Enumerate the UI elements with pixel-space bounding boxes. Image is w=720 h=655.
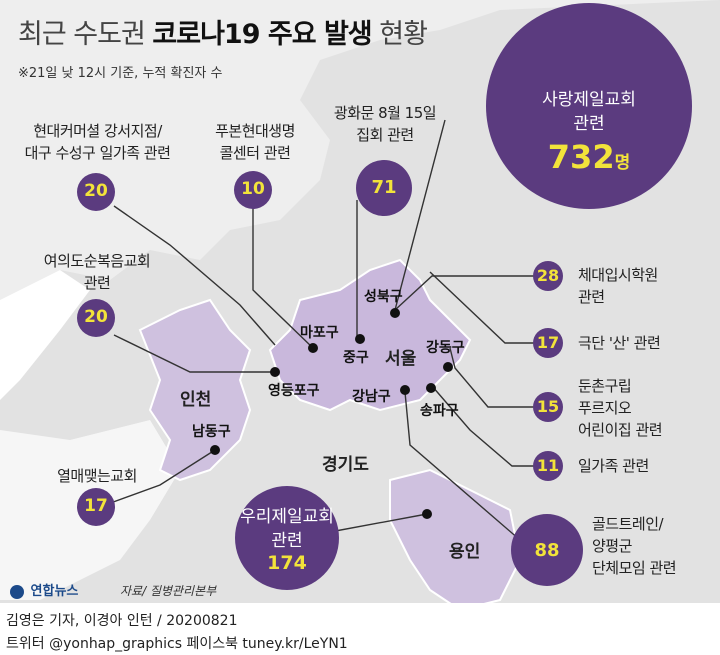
cluster-label-goldtrain: 골드트레인/양평군 단체모임 관련 xyxy=(592,515,677,577)
count-circle-large xyxy=(486,3,692,209)
location-dots xyxy=(210,308,453,519)
leader-line xyxy=(429,271,535,344)
leader-line xyxy=(404,391,521,541)
location-dot xyxy=(270,367,280,377)
leader-lines xyxy=(104,119,535,541)
cluster-label-yeolmae: 열매맺는교회 xyxy=(57,467,137,485)
count-goldtrain: 88 xyxy=(534,540,560,561)
cluster-label-woori: 우리제일교회 관련 xyxy=(240,507,334,551)
region-incheon: 인천 xyxy=(180,390,212,410)
count-circles xyxy=(77,3,692,590)
region-yongin: 용인 xyxy=(449,542,481,562)
leader-line xyxy=(394,119,446,311)
cluster-label-pubon: 푸본현대생명 콜센터 관련 xyxy=(215,122,295,162)
leader-line xyxy=(113,334,275,373)
subtitle-note: ※21일 낮 12시 기준, 누적 확진자 수 xyxy=(18,66,223,81)
count-yeouido: 20 xyxy=(84,307,108,327)
count-circle xyxy=(533,328,563,358)
location-dot xyxy=(422,509,432,519)
count-daycare: 15 xyxy=(536,397,560,416)
credit-bar xyxy=(0,603,720,655)
district-jung: 중구 xyxy=(343,350,369,366)
social-line: 트위터 @yonhap_graphics 페이스북 tuney.kr/LeYN1 xyxy=(6,636,348,652)
yongin-area xyxy=(389,468,522,612)
count-woori: 174 xyxy=(267,552,307,574)
district-gangnam: 강남구 xyxy=(352,389,391,405)
region-gyeonggi: 경기도 xyxy=(322,455,369,475)
count-gym: 28 xyxy=(536,266,560,285)
cluster-label-daycare: 둔촌구립 푸르지오 어린이집 관련 xyxy=(578,377,663,439)
sea-area xyxy=(0,270,90,400)
credit-line: 김영은 기자, 이경아 인턴 / 20200821 xyxy=(6,613,238,629)
district-gangdong: 강동구 xyxy=(426,340,465,356)
leader-line xyxy=(104,449,216,506)
count-circle xyxy=(356,160,412,216)
count-yeolmae: 17 xyxy=(84,496,108,516)
count-theater: 17 xyxy=(536,333,560,352)
leader-line xyxy=(431,385,535,467)
cluster-label-family: 일가족 관련 xyxy=(578,457,649,475)
leader-line xyxy=(252,207,314,349)
count-circle-medium xyxy=(511,514,583,586)
leader-line xyxy=(113,205,276,346)
count-circle xyxy=(234,171,272,209)
count-circle xyxy=(77,488,115,526)
cluster-label-gym: 체대입시학원 관련 xyxy=(578,266,658,306)
cluster-label-yeouido: 여의도순복음교회 관련 xyxy=(43,252,151,292)
cluster-label-gwanghwamun: 광화문 8월 15일 집회 관련 xyxy=(333,104,437,144)
region-seoul: 서울 xyxy=(385,349,417,369)
location-dot xyxy=(308,343,318,353)
page-title: 최근 수도권 코로나19 주요 발생 현황 xyxy=(18,19,428,50)
district-seongbuk: 성북구 xyxy=(364,289,403,305)
source-note: 자료/ 질병관리본부 xyxy=(120,584,217,598)
district-yeongdeungpo: 영등포구 xyxy=(268,383,320,399)
count-circle xyxy=(533,261,563,291)
leader-line xyxy=(449,347,535,408)
yonhap-logo-icon xyxy=(10,584,24,599)
count-circle xyxy=(77,173,115,211)
location-dot xyxy=(390,308,400,318)
cluster-label-sarang: 사랑제일교회 관련 xyxy=(542,90,636,134)
leader-line xyxy=(329,513,428,533)
cluster-label-hyundai: 현대커머셜 강서지점/대구 수성구 일가족 관련 xyxy=(24,122,171,162)
count-circle xyxy=(77,299,115,337)
location-dot xyxy=(426,383,436,393)
count-circle xyxy=(533,451,563,481)
yonhap-logo: 연합뉴스 xyxy=(10,580,78,599)
count-gwanghwamun: 71 xyxy=(371,177,397,198)
incheon-area xyxy=(138,298,252,482)
location-dot xyxy=(210,445,220,455)
count-pubon: 10 xyxy=(241,179,265,199)
location-dot xyxy=(443,362,453,372)
count-circle-medium xyxy=(235,486,339,590)
location-dot xyxy=(355,334,365,344)
cluster-label-theater: 극단 '산' 관련 xyxy=(578,334,661,352)
district-namdong: 남동구 xyxy=(192,424,231,440)
district-songpa: 송파구 xyxy=(420,403,459,419)
count-sarang: 732명 xyxy=(547,138,631,176)
count-family: 11 xyxy=(536,456,560,475)
location-dot xyxy=(400,385,410,395)
count-circle xyxy=(533,392,563,422)
district-mapo: 마포구 xyxy=(300,325,339,341)
count-hyundai: 20 xyxy=(84,181,108,201)
seoul-area xyxy=(268,258,472,412)
leader-line xyxy=(394,275,535,311)
